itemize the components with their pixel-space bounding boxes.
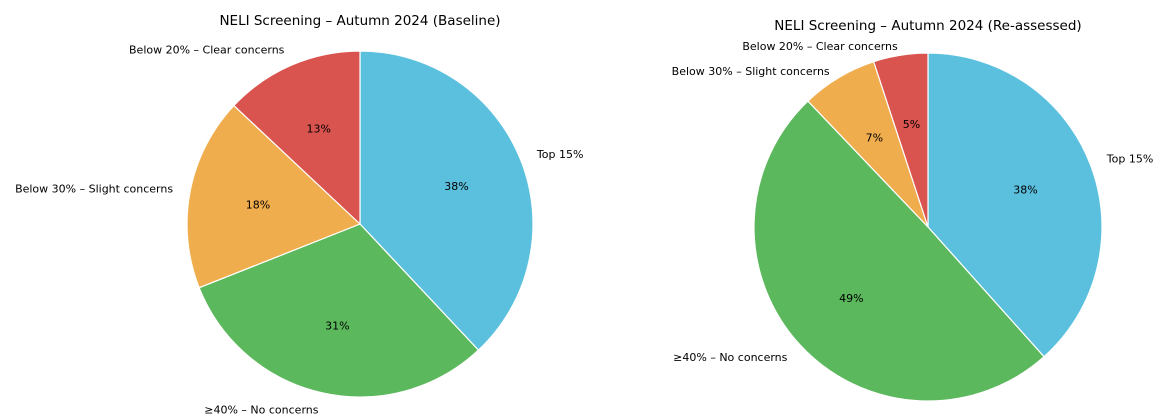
slice-percent-label: 18% bbox=[246, 199, 270, 212]
pie-slice-clear-concerns bbox=[233, 50, 361, 226]
pie-slice-clear-concerns bbox=[872, 52, 929, 228]
slice-percent-label: 38% bbox=[444, 180, 468, 193]
slice-percent-label: 38% bbox=[1013, 184, 1037, 197]
slice-percent-label: 49% bbox=[839, 292, 863, 305]
pie-chart-reassessed: 38% Top 15% 49% ≥40% – No concerns 7% Below 3… bbox=[672, 18, 1154, 402]
slice-percent-label: 13% bbox=[307, 123, 331, 136]
slice-category-label: Below 20% – Clear concerns bbox=[129, 43, 285, 56]
pie-slice-slight-concerns bbox=[186, 104, 362, 289]
slice-category-label: ≥40% – No concerns bbox=[673, 351, 787, 364]
slice-category-label: Below 30% – Slight concerns bbox=[15, 182, 173, 195]
slice-category-label: Below 30% – Slight concerns bbox=[672, 65, 830, 78]
chart-title: NELI Screening – Autumn 2024 (Re-assesse… bbox=[774, 18, 1081, 34]
pie-slice-no-concerns bbox=[198, 223, 480, 398]
slice-category-label: ≥40% – No concerns bbox=[204, 404, 318, 414]
pie-slice-top-15 bbox=[927, 52, 1103, 358]
slice-category-label: Top 15% bbox=[536, 148, 584, 161]
slice-percent-label: 7% bbox=[866, 131, 883, 144]
pie-slice-no-concerns bbox=[753, 100, 1045, 402]
pie-slice-top-15 bbox=[359, 50, 534, 351]
chart-title: NELI Screening – Autumn 2024 (Baseline) bbox=[219, 13, 500, 29]
pie-chart-baseline: 38% Top 15% 31% ≥40% – No concerns 18% Below … bbox=[15, 13, 583, 414]
slice-percent-label: 31% bbox=[325, 319, 349, 332]
slice-category-label: Top 15% bbox=[1106, 153, 1154, 166]
slice-category-label: Below 20% – Clear concerns bbox=[742, 40, 898, 53]
slice-percent-label: 5% bbox=[903, 118, 920, 131]
